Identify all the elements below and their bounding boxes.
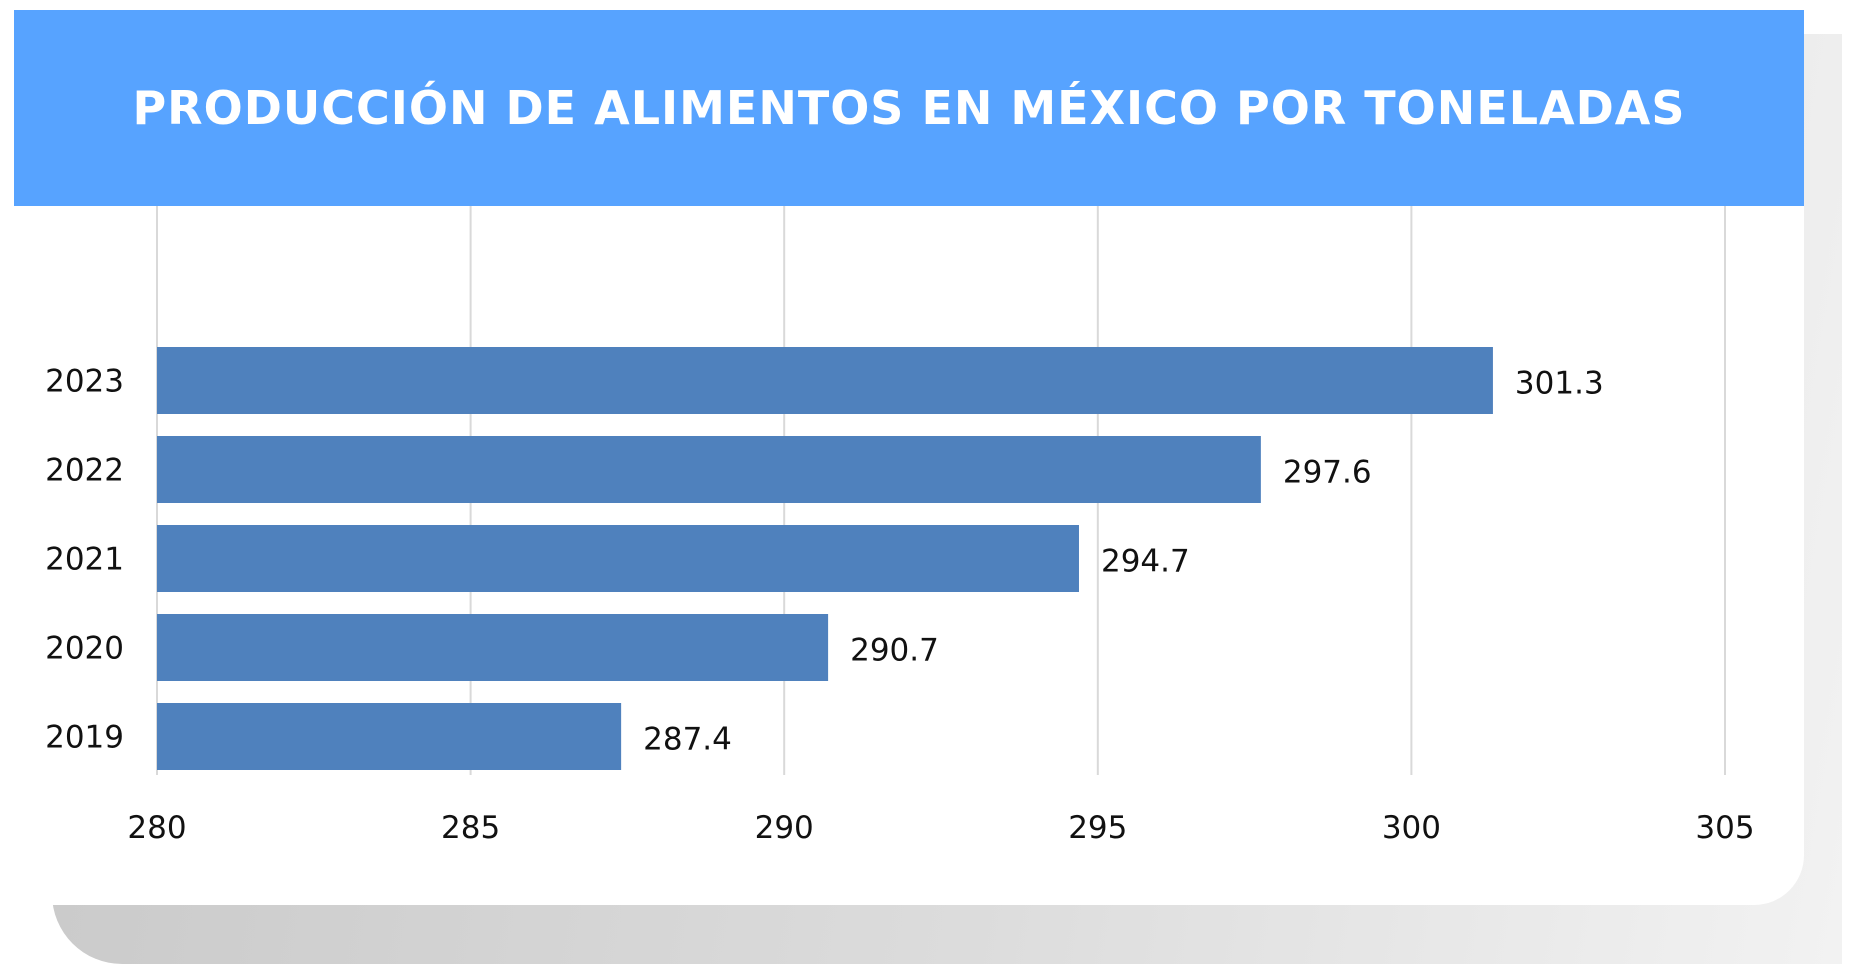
x-tick-label: 300 [1382, 810, 1441, 846]
category-label: 2021 [45, 542, 124, 578]
x-tick-label: 290 [755, 810, 814, 846]
bar-2021 [157, 525, 1079, 592]
category-label: 2019 [45, 720, 124, 756]
title-banner: PRODUCCIÓN DE ALIMENTOS EN MÉXICO POR TO… [14, 10, 1804, 206]
chart-title: PRODUCCIÓN DE ALIMENTOS EN MÉXICO POR TO… [132, 81, 1686, 135]
category-label: 2020 [45, 631, 124, 667]
bars [157, 347, 1493, 770]
value-label: 294.7 [1101, 544, 1190, 580]
value-label: 297.6 [1283, 455, 1372, 491]
bar-2020 [157, 614, 829, 681]
labels: 280 285 290 295 300 305 2023 301.3 2022 297.6 2021… [45, 364, 1754, 847]
bar-2023 [157, 347, 1493, 414]
x-tick-label: 280 [127, 810, 186, 846]
category-label: 2023 [45, 364, 124, 400]
x-tick-label: 305 [1695, 810, 1754, 846]
value-label: 301.3 [1515, 366, 1604, 402]
bar-2019 [157, 703, 622, 770]
value-label: 290.7 [850, 633, 939, 669]
x-tick-label: 295 [1068, 810, 1127, 846]
value-label: 287.4 [643, 722, 732, 758]
category-label: 2022 [45, 453, 124, 489]
bar-2022 [157, 436, 1261, 503]
x-tick-label: 285 [441, 810, 500, 846]
